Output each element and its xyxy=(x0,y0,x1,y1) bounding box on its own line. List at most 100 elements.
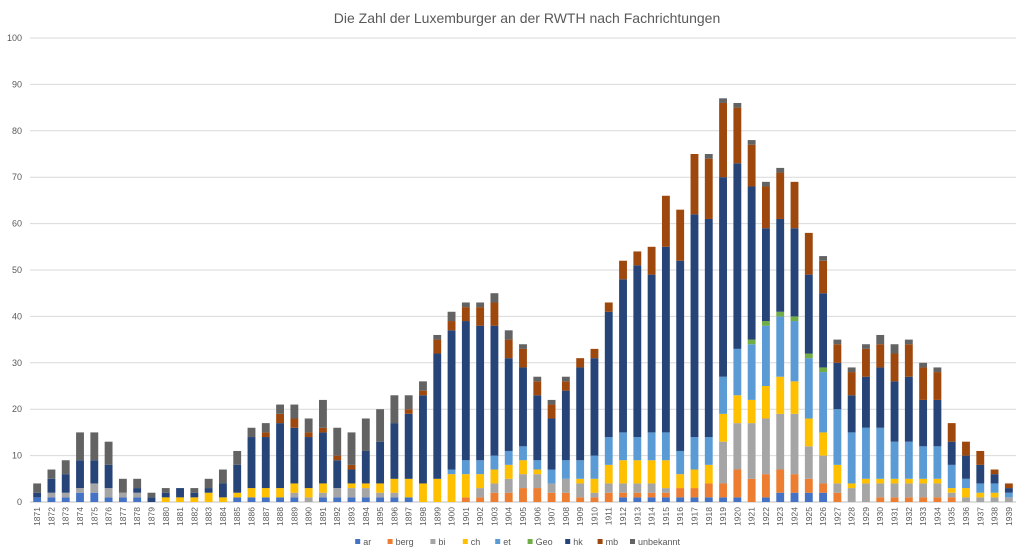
x-tick-label: 1921 xyxy=(747,507,757,526)
bar-segment-ar xyxy=(333,497,342,502)
bar-segment-mb xyxy=(304,432,313,438)
bar-segment-ch xyxy=(962,488,970,498)
bar-segment-mb xyxy=(290,418,299,428)
x-tick-label: 1888 xyxy=(275,507,285,526)
chart-title: Die Zahl der Luxemburger an der RWTH nac… xyxy=(334,10,720,26)
bar-segment-bi xyxy=(490,483,499,493)
bar-segment-hk xyxy=(147,497,156,502)
x-tick-label: 1901 xyxy=(461,507,471,526)
bar-segment-et xyxy=(790,321,799,382)
x-tick-label: 1890 xyxy=(304,507,314,526)
x-tick-label: 1895 xyxy=(375,507,385,526)
bar-segment-unbekannt xyxy=(919,362,928,368)
bar-segment-bi xyxy=(361,488,370,498)
x-tick-label: 1930 xyxy=(875,507,885,526)
bar-segment-mb xyxy=(404,409,413,414)
y-tick-label: 10 xyxy=(12,451,22,461)
bar-segment-ch xyxy=(862,478,870,484)
bar-segment-ar xyxy=(76,492,84,502)
bar-segment-mb xyxy=(519,348,527,368)
bar-segment-unbekannt xyxy=(504,330,513,340)
bar-segment-bi xyxy=(604,483,613,493)
bar-segment-unbekannt xyxy=(776,167,785,173)
bar-segment-et xyxy=(504,450,513,465)
bar-segment-ar xyxy=(804,492,813,502)
bar-segment-ar xyxy=(647,497,656,502)
bar-segment-hk xyxy=(276,423,285,489)
bar-segment-hk xyxy=(719,177,727,377)
x-tick-label: 1936 xyxy=(961,507,971,526)
x-tick-label: 1905 xyxy=(518,507,528,526)
bar-segment-bi xyxy=(904,483,913,498)
bar-segment-ar xyxy=(104,497,113,502)
bar-segment-unbekannt xyxy=(276,404,285,414)
bar-segment-berg xyxy=(590,497,599,502)
x-tick-label: 1906 xyxy=(532,507,542,526)
bar-segment-et xyxy=(976,483,985,493)
bar-segment-hk xyxy=(47,478,56,493)
bar-segment-hk xyxy=(661,246,670,433)
bar-segment-ar xyxy=(47,497,56,502)
bar-segment-et xyxy=(776,316,785,377)
bar-segment-unbekannt xyxy=(519,344,527,349)
bar-segment-et xyxy=(719,376,727,414)
bar-segment-et xyxy=(690,437,699,470)
bar-segment-bi xyxy=(133,492,142,498)
bar-segment-mb xyxy=(804,232,813,275)
bar-segment-hk xyxy=(361,450,370,484)
bar-segment-berg xyxy=(676,488,685,498)
y-tick-label: 100 xyxy=(7,33,22,43)
y-tick-label: 0 xyxy=(17,497,22,507)
bar-segment-unbekannt xyxy=(147,492,156,498)
bar-segment-mb xyxy=(904,344,913,377)
bar-segment-ch xyxy=(447,474,456,502)
bar-segment-mb xyxy=(461,307,470,322)
bar-segment-ch xyxy=(576,478,585,484)
x-tick-label: 1914 xyxy=(647,507,657,526)
bar-segment-hk xyxy=(847,395,856,433)
x-tick-label: 1889 xyxy=(289,507,299,526)
bar-segment-mb xyxy=(990,469,999,475)
x-tick-label: 1927 xyxy=(832,507,842,526)
x-tick-label: 1876 xyxy=(104,507,114,526)
bar-segment-et xyxy=(890,441,899,479)
bar-segment-mb xyxy=(319,427,327,433)
bar-segment-ar xyxy=(633,497,642,502)
bar-segment-ch xyxy=(647,460,656,484)
bar-segment-bi xyxy=(776,413,785,470)
bar-segment-ch xyxy=(319,483,327,493)
bar-segment-ch xyxy=(390,478,399,493)
bar-segment-mb xyxy=(419,390,427,396)
bar-segment-ch xyxy=(904,478,913,484)
bar-segment-berg xyxy=(933,497,942,502)
bar-segment-et xyxy=(619,432,627,461)
bar-segment-ch xyxy=(161,497,170,502)
y-tick-label: 60 xyxy=(12,219,22,229)
bar-segment-berg xyxy=(733,469,742,498)
bar-segment-hk xyxy=(390,423,399,479)
x-tick-label: 1873 xyxy=(61,507,71,526)
bar-segment-hk xyxy=(647,274,656,433)
x-tick-label: 1918 xyxy=(704,507,714,526)
bar-segment-mb xyxy=(676,209,685,261)
bar-segment-hk xyxy=(204,488,213,493)
bar-segment-ch xyxy=(176,497,184,502)
bar-segment-ch xyxy=(404,478,413,498)
bar-segment-et xyxy=(633,437,642,461)
bar-segment-hk xyxy=(876,367,885,428)
bar-segment-unbekannt xyxy=(233,450,242,465)
bar-segment-et xyxy=(847,432,856,484)
bar-segment-unbekannt xyxy=(104,441,113,465)
legend-item-ar: ar xyxy=(355,537,371,547)
bar-segment-bi xyxy=(1004,497,1013,502)
bar-segment-hk xyxy=(704,218,713,438)
bar-segment-hk xyxy=(533,395,542,461)
bar-segment-hk xyxy=(461,321,470,461)
bar-segment-berg xyxy=(604,492,613,502)
x-tick-label: 1916 xyxy=(675,507,685,526)
bar-segment-bi xyxy=(633,483,642,493)
bar-segment-hk xyxy=(733,163,742,349)
legend-label: bi xyxy=(438,537,445,547)
x-tick-label: 1934 xyxy=(932,507,942,526)
bar-segment-bi xyxy=(90,483,99,493)
